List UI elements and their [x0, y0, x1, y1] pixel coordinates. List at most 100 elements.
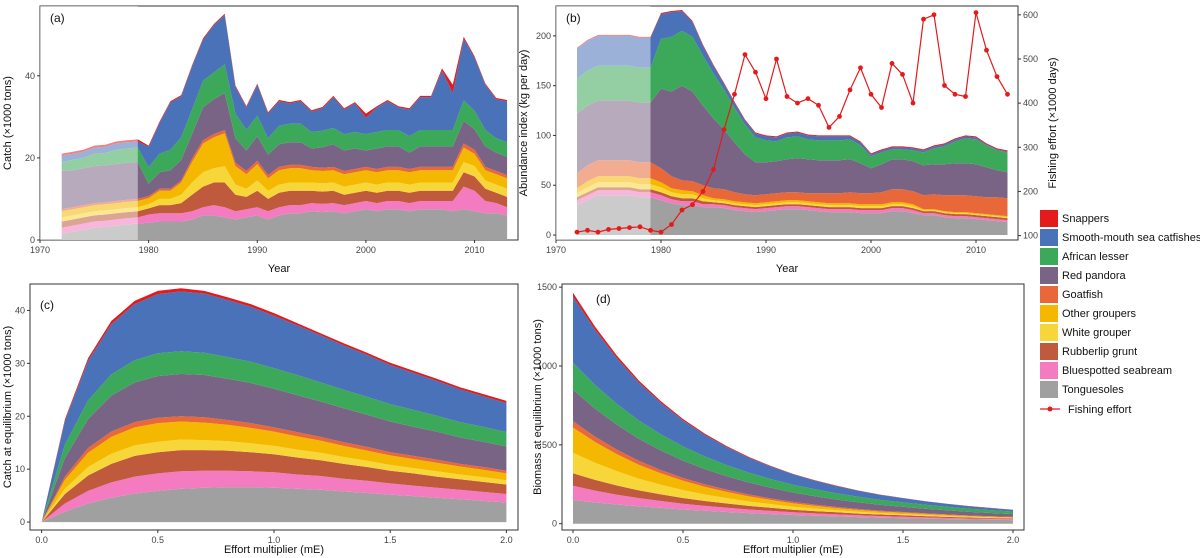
fishing-effort-point	[816, 102, 821, 108]
fishing-effort-point	[679, 207, 685, 213]
fishing-effort-point	[942, 83, 947, 88]
legend-item-african-lesser: African lesser	[1040, 248, 1129, 265]
legend-label: White grouper	[1062, 327, 1131, 339]
y-tick-label: 20	[25, 153, 35, 163]
x-tick-label: 0.0	[35, 535, 48, 545]
y-tick-label: 500	[542, 440, 557, 450]
fishing-effort-point	[1005, 91, 1010, 97]
fishing-effort-point	[973, 10, 979, 16]
panel-d-label: (d)	[596, 292, 611, 306]
area-red-pandora	[573, 389, 1013, 517]
panel-d: 0 500 1000 1500 0.0 0.5 1.0 1.5 2.0 (d) Effort m…	[532, 282, 1025, 556]
x-tick-label: 1.5	[384, 535, 397, 545]
panel-a: 0 20 40 1970 1980 1990 2000 2010 (a) Year Catch…	[2, 5, 519, 275]
y-tick-label: 20	[15, 411, 25, 421]
area-red-pandora	[41, 373, 507, 523]
area-other-groupers	[41, 421, 507, 523]
panel-c: 0 10 20 30 40 0.0 0.5 1.0 1.5 2.0 (c) Effort mult…	[2, 283, 519, 556]
x-tick-label: 1970	[30, 245, 50, 255]
x-tick-label: 2000	[861, 245, 881, 255]
legend-effort-marker	[1047, 406, 1053, 412]
area-african-lesser	[61, 64, 508, 184]
y-tick-label: 0	[30, 235, 35, 245]
area-goatfish	[577, 160, 1008, 217]
panel-d-xlabel: Effort multiplier (mE)	[743, 544, 843, 556]
area-african-lesser	[577, 30, 1008, 173]
area-other-groupers	[577, 176, 1008, 218]
fishing-effort-point	[847, 87, 853, 93]
y-tick-label: 40	[25, 71, 35, 81]
y2-tick-label: 500	[1023, 54, 1038, 64]
y-tick-label: 10	[15, 464, 25, 474]
panel-b: 0 50 100 150 200 1970 1980 1990 2000 2010 100 200 30…	[518, 5, 1059, 275]
y-tick-label: 40	[15, 305, 25, 315]
panel-a-label: (a)	[50, 11, 65, 25]
y2-tick-label: 200	[1023, 186, 1038, 196]
x-tick-label: 1.0	[787, 535, 800, 545]
legend-label: Red pandora	[1062, 270, 1126, 282]
area-bluespotted-seabream	[573, 485, 1013, 521]
legend-item-rubberlip-grunt: Rubberlip grunt	[1040, 343, 1137, 360]
fishing-effort-point	[732, 91, 737, 97]
fishing-effort-point	[721, 127, 727, 132]
legend-swatch	[1040, 305, 1058, 322]
fishing-effort-point	[669, 222, 674, 227]
fishing-effort-point	[574, 229, 580, 235]
area-snappers	[573, 292, 1013, 510]
x-tick-label: 0.0	[567, 535, 580, 545]
x-tick-label: 1980	[139, 245, 159, 255]
y-tick-label: 150	[536, 81, 551, 91]
area-red-pandora	[577, 85, 1008, 199]
area-rubberlip-grunt	[573, 473, 1013, 520]
x-tick-label: 1.5	[897, 535, 910, 545]
fishing-effort-point	[690, 202, 695, 208]
legend-item-fishing-effort: Fishing effort	[1040, 404, 1131, 416]
x-tick-label: 2010	[465, 245, 485, 255]
legend-item-red-pandora: Red pandora	[1040, 267, 1126, 284]
fishing-effort-point	[952, 91, 958, 97]
fishing-effort-point	[753, 69, 758, 75]
panel-c-layers	[41, 288, 507, 523]
y-tick-label: 0	[546, 230, 551, 240]
x-tick-label: 2.0	[500, 535, 513, 545]
legend-item-tonguesoles: Tonguesoles	[1040, 381, 1124, 398]
legend-label: Rubberlip grunt	[1062, 346, 1137, 358]
x-tick-label: 0.5	[677, 535, 690, 545]
x-tick-label: 1.0	[268, 535, 281, 545]
panel-a-ticks: 0 20 40 1970 1980 1990 2000 2010	[25, 71, 485, 255]
y2-tick-label: 100	[1023, 231, 1038, 241]
legend-item-goatfish: Goatfish	[1040, 286, 1103, 303]
panel-d-layers	[573, 292, 1013, 524]
panel-a-ylabel: Catch (×1000 tons)	[2, 76, 14, 170]
area-white-grouper	[577, 182, 1008, 219]
fishing-effort-point	[742, 52, 748, 57]
fishing-effort-point	[858, 65, 863, 71]
fishing-effort-point	[763, 96, 769, 102]
fishing-effort-point	[837, 114, 842, 119]
y-tick-label: 50	[541, 180, 551, 190]
legend-swatch	[1040, 343, 1058, 360]
fishing-effort-point	[805, 96, 811, 102]
fishing-effort-point	[637, 224, 643, 230]
x-tick-label: 0.5	[152, 535, 165, 545]
legend-swatch	[1040, 362, 1058, 379]
area-african-lesser	[573, 362, 1013, 515]
x-tick-label: 2010	[966, 245, 986, 255]
fishing-effort-point	[931, 12, 937, 18]
area-other-groupers	[61, 133, 508, 218]
panel-a-layers	[40, 6, 508, 240]
area-tonguesoles	[41, 487, 507, 523]
legend-item-smooth-mouth-sea-catfishes: Smooth-mouth sea catfishes	[1040, 229, 1200, 246]
area-tonguesoles	[573, 500, 1013, 524]
area-smooth-mouth-sea-catfishes	[573, 296, 1013, 512]
panel-d-ylabel: Biomass at equilibrium (×1000 tons)	[532, 319, 544, 495]
fishing-effort-point	[774, 56, 779, 62]
fishing-effort-point	[984, 47, 989, 53]
fishing-effort-point	[658, 229, 664, 235]
legend-swatch	[1040, 267, 1058, 284]
panel-b-xlabel: Year	[776, 263, 799, 275]
y-tick-label: 1500	[537, 282, 557, 292]
area-white-grouper	[61, 162, 508, 222]
legend-swatch	[1040, 324, 1058, 341]
fishing-effort-point	[648, 227, 653, 233]
